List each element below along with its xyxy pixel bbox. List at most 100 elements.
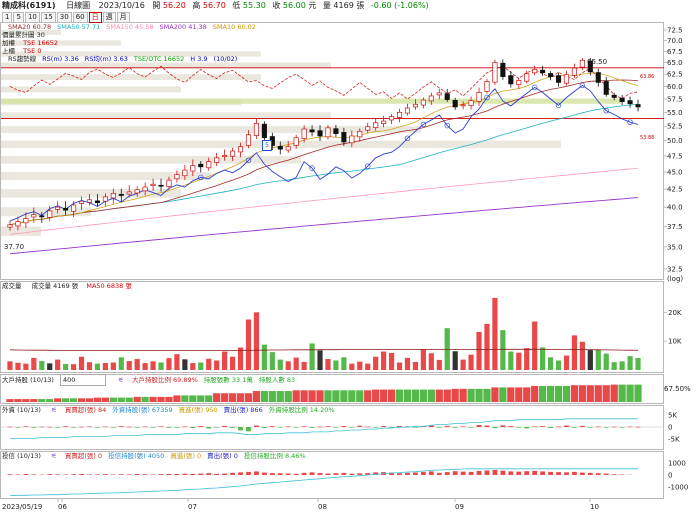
volume-bar (532, 321, 538, 370)
major-holder-bar (483, 388, 491, 402)
flag-badge[interactable]: 5 (262, 140, 272, 151)
filter-icon[interactable]: ⚟ (50, 406, 57, 414)
major-holder-bar (618, 384, 626, 402)
volume-bar (563, 355, 570, 370)
trust-net-bar (47, 474, 53, 475)
volume-bar (261, 344, 267, 370)
filter-icon[interactable]: ⚟ (118, 376, 124, 384)
candle-body (484, 81, 490, 92)
sma200-line (9, 197, 639, 255)
volume-bar (508, 351, 514, 370)
candle-body (341, 132, 347, 143)
trust-net-bar (540, 471, 546, 475)
major-holder-bar (507, 387, 515, 402)
period-button-7[interactable]: 週 (102, 12, 116, 23)
major-holder-bar (403, 389, 412, 402)
rs-m-marker (444, 122, 450, 129)
volume-bar (524, 348, 530, 370)
major-holder-bar (197, 395, 205, 402)
period-button-8[interactable]: 月 (116, 12, 130, 23)
foreign-net-bar (492, 427, 498, 429)
major-holder-bar (531, 385, 539, 402)
volume-tick-label: 10K (668, 338, 682, 346)
foreign-net-bar (182, 426, 188, 428)
price-tick-label: 45.0 (667, 169, 683, 177)
major-select[interactable]: 400 (59, 374, 106, 386)
trust-net-bar (405, 472, 410, 475)
foreign-net-bar (15, 427, 21, 428)
candle-body (532, 69, 538, 74)
period-label[interactable]: 日線圖 (66, 1, 91, 10)
volume-bar (595, 349, 601, 370)
sma-line-field-0: SMA20 60.78 (8, 23, 52, 31)
rs-m-marker (309, 165, 315, 171)
volume-bar (404, 357, 411, 370)
period-button-5[interactable]: 60 (72, 12, 88, 23)
volume-bar (476, 331, 482, 370)
trust-net-bar (595, 473, 601, 475)
sma-legend: SMA20 60.78 SMA50 57.71 SMA150 45.58 SMA200… (2, 22, 256, 32)
foreign-net-bar (397, 425, 402, 427)
candle-body (595, 72, 601, 83)
foreign-net-bar (71, 427, 76, 428)
volume-bar (325, 359, 331, 370)
trust-net-bar (357, 473, 363, 475)
high-marker: 65.50 (587, 58, 608, 66)
volume-bar (492, 297, 498, 370)
major-field-2: 持股人數 83 (258, 376, 296, 384)
volume-bar (78, 356, 85, 370)
candle-body (71, 204, 77, 212)
otc-value: TSE 0 (23, 47, 42, 55)
candle-body (500, 62, 506, 77)
major-holder-bar (356, 390, 364, 402)
candle-body (39, 215, 45, 218)
candle-body (31, 214, 37, 218)
open-label: 開 (152, 1, 161, 10)
filter-icon[interactable]: ⚟ (50, 452, 57, 460)
volume-bar (452, 351, 458, 370)
volume-bar (555, 360, 562, 370)
major-holder-bar (539, 385, 547, 402)
volume-bar (460, 359, 466, 370)
trust-net-bar (460, 471, 466, 475)
candle-body (389, 116, 395, 121)
candle-body (460, 104, 466, 107)
foreign-net-bar (476, 425, 482, 427)
candle-body (452, 99, 458, 108)
price-tick-label: 37.5 (667, 223, 683, 231)
foreign-net-bar (206, 427, 212, 429)
volume-bar (47, 363, 53, 370)
volume-text: 成交量 4169 張 (31, 282, 79, 290)
volume-bar (102, 363, 108, 370)
foreign-net-bar (102, 426, 108, 428)
candle-body (587, 60, 593, 73)
period-button-6[interactable]: 日 (88, 12, 102, 23)
foreign-net-bar (7, 426, 13, 428)
sma-line-field-1: SMA50 57.71 (57, 23, 101, 31)
stock-name[interactable]: 精成科(6191) (2, 1, 56, 10)
major-holder-bar (141, 396, 149, 402)
major-holder-bar (284, 391, 292, 402)
trust-net-bar (444, 472, 450, 475)
foreign-net-bar (166, 427, 172, 428)
candle-body (603, 81, 609, 95)
candle-body (444, 93, 450, 100)
candle-body (627, 100, 633, 105)
trust-net-bar (198, 473, 204, 475)
period-button-4[interactable]: 30 (56, 12, 72, 23)
period-button-1[interactable]: 5 (13, 12, 24, 23)
period-button-2[interactable]: 10 (24, 12, 40, 23)
foreign-net-bar (285, 426, 291, 428)
period-button-0[interactable]: 1 (2, 12, 13, 23)
volume-profile-bar (1, 74, 261, 80)
trust-net-bar (126, 474, 132, 475)
volume-bar (381, 351, 387, 370)
volume-bar (253, 312, 260, 370)
foreign-net-bar (611, 426, 617, 428)
price-tick-label: 60.0 (667, 83, 683, 91)
major-field-0: 大戶持股比例 69.89% (131, 376, 198, 384)
period-button-3[interactable]: 15 (40, 12, 56, 23)
trust-net-bar (261, 472, 267, 475)
candle-body (118, 194, 124, 196)
volume-profile-bar (1, 40, 121, 46)
